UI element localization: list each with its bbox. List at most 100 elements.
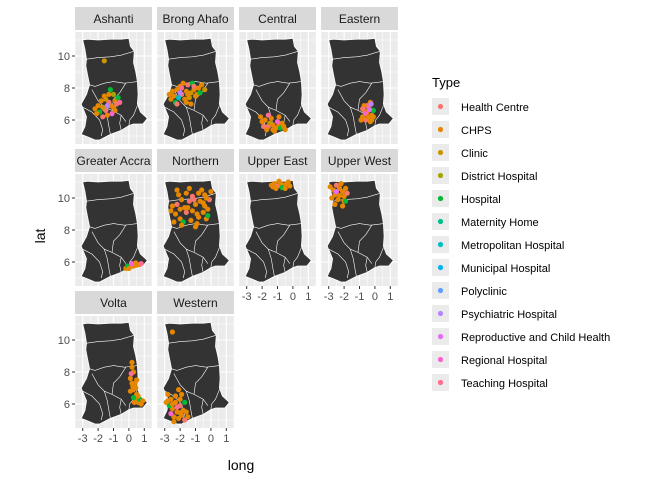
region-border — [164, 248, 186, 279]
facet-strip — [75, 149, 152, 172]
facet-ashanti: Ashanti — [74, 7, 153, 144]
legend-key-dot — [437, 356, 444, 363]
region-border — [250, 50, 299, 60]
facet-strip — [157, 149, 234, 172]
data-point — [199, 187, 205, 193]
region-border — [193, 367, 209, 395]
data-point — [171, 219, 177, 225]
legend-key-dot — [437, 149, 444, 156]
legend-key-dot — [437, 310, 444, 317]
region-border — [89, 223, 138, 229]
region-border — [350, 107, 357, 135]
legend-item: Regional Hospital — [432, 351, 547, 368]
data-point — [104, 103, 110, 109]
data-point — [282, 127, 288, 133]
facet-strip — [75, 7, 152, 30]
data-point — [185, 205, 191, 211]
data-point — [336, 193, 343, 199]
region-border — [111, 367, 127, 395]
data-point — [117, 99, 123, 105]
region-border — [357, 83, 373, 111]
x-tick-label: -1 — [355, 291, 365, 303]
data-point — [200, 209, 206, 215]
legend-key-dot — [437, 287, 444, 294]
data-point — [276, 114, 282, 120]
region-border — [173, 373, 209, 406]
legend-item: District Hospital — [432, 167, 537, 184]
data-point — [185, 414, 191, 420]
data-point — [205, 206, 211, 212]
data-point — [169, 88, 175, 94]
data-point — [333, 182, 339, 188]
x-tick-label: -1 — [273, 291, 283, 303]
data-point — [176, 95, 182, 101]
region-border — [171, 365, 220, 371]
data-point — [192, 224, 199, 230]
region-border — [82, 390, 104, 421]
data-point — [271, 128, 277, 134]
data-point — [196, 85, 202, 91]
country-map — [80, 322, 148, 425]
data-point — [128, 371, 134, 377]
facet-brong-ahafo: Brong Ahafo — [156, 7, 235, 144]
data-point — [202, 87, 208, 93]
data-point — [186, 185, 192, 191]
data-point — [185, 82, 191, 88]
data-point — [185, 91, 191, 97]
region-border — [253, 81, 302, 87]
facet-northern: Northern — [156, 149, 235, 286]
data-point — [203, 195, 209, 201]
data-point — [130, 395, 137, 401]
x-tick-label: 0 — [126, 433, 132, 445]
data-point — [338, 181, 344, 187]
y-tick-label: 10 — [58, 193, 70, 205]
data-point — [174, 201, 180, 207]
data-point — [138, 261, 144, 267]
x-tick-label: -2 — [175, 433, 185, 445]
x-tick-label: 0 — [290, 291, 296, 303]
legend-key-dot — [437, 379, 444, 386]
facet-eastern: Eastern — [320, 7, 399, 144]
data-point — [127, 388, 133, 394]
legend-item: Clinic — [432, 144, 488, 161]
data-point — [343, 198, 349, 204]
data-point — [95, 103, 101, 109]
legend-key-dot — [437, 218, 444, 225]
region-border — [328, 106, 350, 137]
data-point — [287, 183, 293, 189]
region-border — [82, 248, 104, 279]
facet-greater-accra: Greater Accra — [74, 149, 153, 286]
data-point — [179, 85, 185, 91]
data-point — [327, 184, 333, 190]
data-point — [168, 96, 174, 102]
data-point — [135, 393, 141, 399]
legend-item: Municipal Hospital — [432, 259, 550, 276]
legend-key-dot — [437, 333, 444, 340]
legend-key-dot — [437, 126, 444, 133]
data-point — [192, 201, 199, 207]
region-border — [186, 391, 193, 419]
region-border — [350, 249, 357, 277]
data-point — [196, 190, 202, 196]
facet-strip-label: Eastern — [339, 12, 380, 26]
data-point — [127, 375, 133, 381]
legend-item: Reproductive and Child Health — [432, 328, 610, 345]
region-border — [201, 257, 204, 273]
data-point — [183, 99, 189, 105]
y-tick-label: 6 — [64, 399, 70, 411]
y-tick-label: 6 — [64, 257, 70, 269]
data-point — [172, 393, 179, 399]
country-map — [244, 180, 312, 283]
data-point — [208, 189, 214, 195]
region-border — [246, 248, 268, 279]
data-point — [199, 82, 205, 88]
facet-strip-label: Brong Ahafo — [162, 12, 228, 26]
data-point — [94, 111, 100, 117]
region-border — [111, 225, 127, 253]
data-point — [285, 179, 291, 185]
data-point — [360, 106, 366, 112]
y-tick-label: 10 — [58, 51, 70, 63]
region-border — [186, 249, 193, 277]
